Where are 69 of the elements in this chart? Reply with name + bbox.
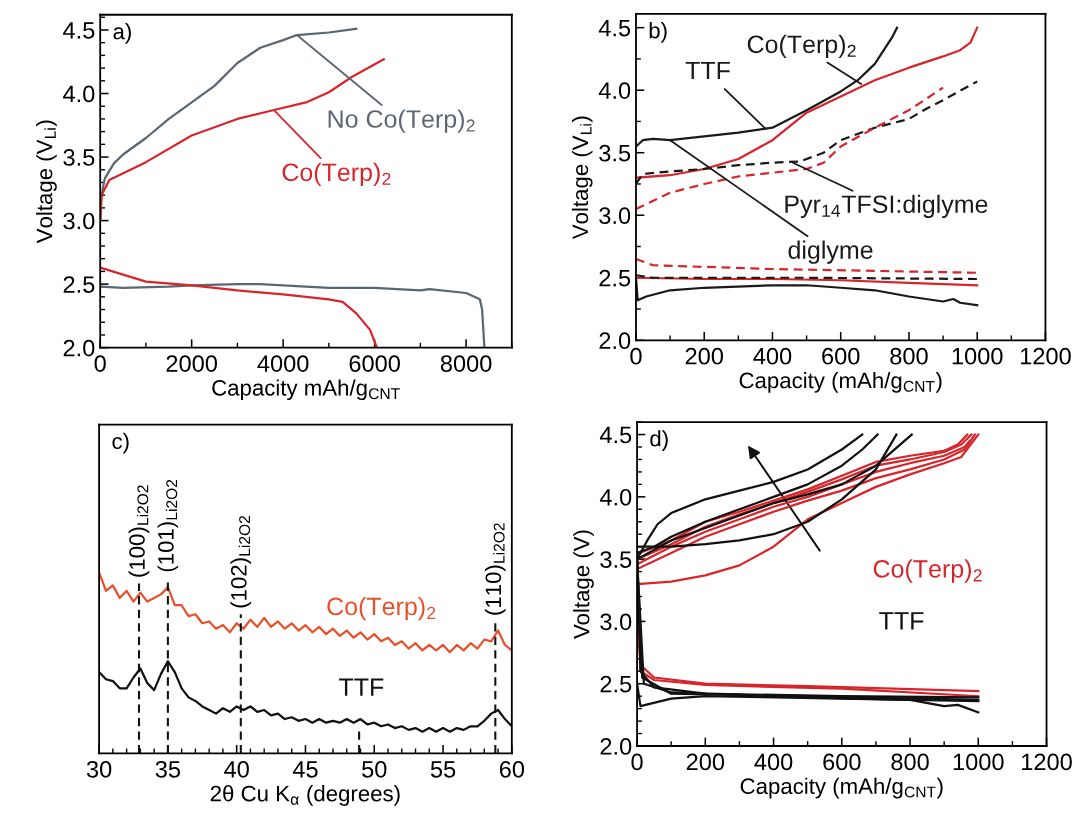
x-tick-label: 400 [754,753,793,771]
x-tick-label: 200 [686,753,725,771]
chart-title: a) [113,23,131,44]
y-tick-label: 4.5 [599,426,632,444]
annotation: No Co(Terp)$_{2}$ [328,109,475,133]
chart-title: b) [649,22,667,43]
x-tick-label: 35 [155,760,181,778]
x-tick-label: 55 [430,761,456,778]
x-tick-label: 200 [685,347,723,365]
x-tick-label: 4000 [257,355,309,372]
x-tick-label: 50 [362,760,387,778]
text: Co(Terp)$_{2}$ [873,559,982,583]
x-tick-label: 1200 [1020,347,1071,365]
x-axis-title: Capacity (mAh/g$_{CNT}$) [739,372,942,393]
ref-line-label: (101)$_{Li2O2}$ [157,479,179,572]
y-tick-label: 2.0 [600,738,632,755]
y-tick-label: 2.5 [63,276,95,293]
y-tick-label: 3.5 [63,149,95,166]
x-tick-label: 30 [86,760,112,778]
x-tick-label: 8000 [440,355,492,372]
y-tick-label: 4.5 [598,19,631,37]
y-axis-title: Voltage (V) [573,530,594,639]
y-tick-label: 3.5 [600,551,632,568]
y-tick-label: 4.0 [63,85,95,103]
y-axis-title: Voltage (V$_{Li}$) [571,116,593,240]
annotation: diglyme [788,240,873,264]
x-tick-label: 2000 [166,355,218,372]
x-tick-label: 800 [890,347,928,365]
x-axis-title: Capacity (mAh/g$_{CNT}$) [740,777,943,799]
chart-title: c) [112,432,129,454]
y-tick-label: 2.0 [599,332,631,350]
text: TTF [879,612,924,630]
x-tick-label: 1000 [953,753,1004,771]
y-tick-label: 3.0 [600,613,632,631]
annotation: Co(Terp)$_{2}$ [282,162,391,187]
x-tick-label: 600 [822,347,860,365]
x-tick-label: 1200 [1022,753,1072,771]
x-tick-label: 800 [891,753,929,771]
y-tick-label: 4.0 [598,82,631,99]
chart-title: d) [650,430,668,451]
y-tick-label: 2.5 [600,675,632,693]
x-axis-title: 2θ Cu K$_{α}$ (degrees) [210,785,400,806]
x-tick-label: 0 [630,347,642,365]
y-tick-label: 3.0 [599,207,631,225]
annotation: Co(Terp)$_{2}$ [747,34,856,59]
y-tick-label: 2.0 [63,339,95,357]
x-tick-label: 0 [631,753,643,771]
x-tick-label: 1000 [952,347,1003,365]
ref-line-label: (100)$_{Li2O2}$ [128,485,150,577]
y-axis-title: Voltage (V$_{Li}$) [36,120,57,244]
y-tick-label: 4.0 [599,488,632,506]
y-tick-label: 3.5 [599,144,631,162]
x-tick-label: 0 [94,355,106,372]
series-label: TTF [339,678,384,696]
annotation: TTF [685,61,730,80]
x-tick-label: 600 [823,753,861,771]
y-tick-label: 4.5 [63,22,95,39]
annotation: Pyr$_{14}$TFSI:diglyme [785,194,988,219]
x-tick-label: 400 [753,347,792,365]
x-tick-label: 6000 [349,355,400,372]
ref-line-label: (110)$_{Li2O2}$ [484,523,506,615]
x-axis-title: Capacity mAh/g$_{CNT}$ [212,379,400,401]
x-tick-label: 45 [292,761,318,778]
ref-line-label: (102)$_{Li2O2}$ [230,516,252,608]
x-tick-label: 40 [224,760,249,778]
y-tick-label: 3.0 [63,212,95,230]
series-label: Co(Terp)$_{2}$ [327,596,436,621]
x-tick-label: 60 [499,760,525,778]
y-tick-label: 2.5 [599,269,631,287]
